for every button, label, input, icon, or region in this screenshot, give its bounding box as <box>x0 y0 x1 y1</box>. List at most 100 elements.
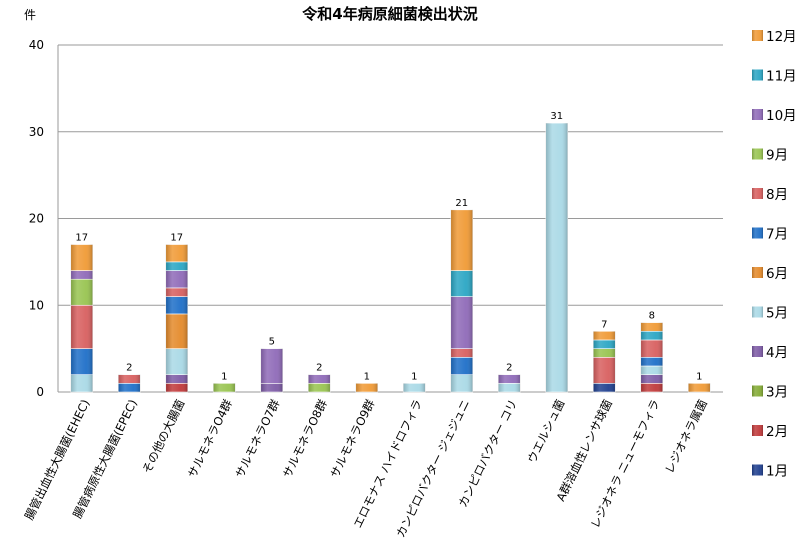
bar-segment-shade <box>593 331 616 340</box>
legend-swatch-shade <box>752 425 763 436</box>
bar-segment-shade <box>70 305 93 349</box>
y-tick-label: 0 <box>36 385 44 399</box>
legend-item: 6月 <box>752 266 788 282</box>
bar-segment-shade <box>165 244 188 262</box>
legend-label: 2月 <box>766 424 788 440</box>
bar-segment-shade <box>640 383 663 392</box>
x-tick-label: サルモネラO7群 <box>232 397 282 480</box>
legend-item: 4月 <box>752 345 788 361</box>
y-tick-label: 20 <box>29 212 44 226</box>
bar-total-label: 31 <box>550 111 563 122</box>
legend-label: 10月 <box>766 108 797 124</box>
bar-segment-shade <box>640 339 663 358</box>
legend-label: 7月 <box>766 227 788 243</box>
bar-total-label: 2 <box>126 363 132 374</box>
bar-segment-shade <box>165 261 188 271</box>
bar-total-label: 1 <box>696 371 702 382</box>
bar-segment-shade <box>640 331 663 340</box>
bar-segment-shade <box>450 348 473 358</box>
bar-segment-shade <box>70 244 93 271</box>
bar-total-label: 2 <box>506 363 512 374</box>
x-tick-label: サルモネラO9群 <box>327 397 377 480</box>
bar-segment-shade <box>213 383 236 392</box>
legend-swatch-shade <box>752 188 763 199</box>
legend-item: 1月 <box>752 464 788 480</box>
bar-segment-shade <box>118 383 141 392</box>
bar-total-label: 17 <box>75 233 88 244</box>
legend-swatch-shade <box>752 148 763 160</box>
bar-segment-shade <box>640 322 663 332</box>
legend-swatch-shade <box>752 385 763 397</box>
bar-segment-shade <box>688 383 711 392</box>
bar-segment-shade <box>450 296 473 349</box>
legend-item: 2月 <box>752 424 788 440</box>
bar-segment-shade <box>545 123 568 392</box>
legend-swatch-shade <box>752 306 763 318</box>
legend-swatch-shade <box>752 109 763 120</box>
legend-label: 11月 <box>766 69 797 85</box>
bar-segment-shade <box>593 357 616 384</box>
bar-segment-shade <box>640 357 663 366</box>
bar-segment-shade <box>308 374 331 384</box>
legend-label: 5月 <box>766 306 788 322</box>
bar-segment-shade <box>70 348 93 375</box>
legend-item: 5月 <box>752 306 788 322</box>
bar-segment-shade <box>165 313 188 349</box>
x-tick-label: サルモネラO4群 <box>185 397 235 480</box>
bar-segment-shade <box>118 374 141 384</box>
legend-label: 6月 <box>766 266 788 282</box>
bar-segment-shade <box>165 348 188 375</box>
x-tick-label: レジオネラ属菌 <box>662 397 710 475</box>
bar-segment-shade <box>593 348 616 358</box>
y-tick-label: 40 <box>29 38 44 52</box>
legend-label: 12月 <box>766 29 797 45</box>
bar-segment-shade <box>260 348 283 384</box>
x-tick-label: サルモネラO8群 <box>280 397 330 480</box>
bar-segment-shade <box>640 374 663 384</box>
legend-swatch-shade <box>752 464 763 476</box>
bar-segment-shade <box>450 357 473 375</box>
legend-swatch-shade <box>752 69 763 81</box>
y-tick-label: 10 <box>29 298 44 312</box>
bar-total-label: 1 <box>221 371 227 382</box>
bar-segment-shade <box>450 209 473 271</box>
bar-segment-shade <box>70 270 93 280</box>
legend-label: 3月 <box>766 385 788 401</box>
legend-item: 3月 <box>752 385 788 401</box>
bar-segment-shade <box>165 270 188 288</box>
bar-segment-shade <box>450 270 473 297</box>
chart-title: 令和4年病原細菌検出状況 <box>302 5 477 23</box>
bar-segment-shade <box>640 365 663 375</box>
bar-total-label: 8 <box>649 311 655 322</box>
bar-segment-shade <box>355 383 378 392</box>
legend-item: 11月 <box>752 69 797 85</box>
bar-segment-shade <box>165 383 188 392</box>
x-tick-label: その他の大腸菌 <box>140 397 188 475</box>
legend-label: 9月 <box>766 148 788 164</box>
bar-segment-shade <box>165 374 188 384</box>
bar-segment-shade <box>308 383 331 392</box>
legend-label: 1月 <box>766 464 788 480</box>
bar-total-label: 1 <box>364 371 370 382</box>
bar-total-label: 17 <box>170 233 183 244</box>
bar-segment-shade <box>450 374 473 392</box>
bar-segment-shade <box>403 383 426 392</box>
bar-segment-shade <box>593 339 616 349</box>
bar-segment-shade <box>593 383 616 392</box>
bar-total-label: 21 <box>455 198 468 209</box>
bar-segment-shade <box>70 374 93 392</box>
legend-swatch-shade <box>752 267 763 278</box>
legend-item: 12月 <box>752 29 797 45</box>
bar-segment-shade <box>260 383 283 392</box>
legend-item: 7月 <box>752 227 788 243</box>
bar-segment-shade <box>70 279 93 306</box>
legend-item: 8月 <box>752 187 788 203</box>
legend-label: 4月 <box>766 345 788 361</box>
bar-segment-shade <box>165 287 188 297</box>
y-tick-label: 30 <box>29 125 44 139</box>
legend-swatch-shade <box>752 227 763 239</box>
legend-item: 10月 <box>752 108 797 124</box>
bar-segment-shade <box>165 296 188 314</box>
bar-total-label: 1 <box>411 371 417 382</box>
